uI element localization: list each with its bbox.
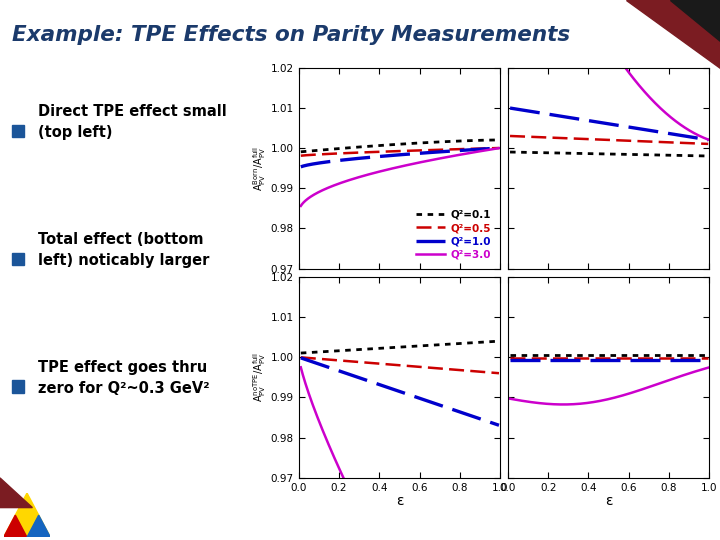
Text: Total effect (bottom
left) noticably larger: Total effect (bottom left) noticably lar… [38,232,210,268]
Y-axis label: $\mathregular{A_{PV}^{noTPE}/A_{PV}^{full}}$: $\mathregular{A_{PV}^{noTPE}/A_{PV}^{ful… [251,352,268,402]
X-axis label: ε: ε [395,494,403,508]
Polygon shape [626,0,720,68]
Bar [12,381,24,393]
Text: Direct TPE effect small
(top left): Direct TPE effect small (top left) [38,104,227,140]
Polygon shape [27,515,50,537]
Polygon shape [4,493,50,537]
Text: TPE effect goes thru
zero for Q²~0.3 GeV²: TPE effect goes thru zero for Q²~0.3 GeV… [38,360,210,396]
Text: 29: 29 [683,509,702,524]
X-axis label: ε: ε [605,494,613,508]
Bar [12,125,24,137]
Polygon shape [4,515,27,537]
Polygon shape [670,0,720,40]
Y-axis label: $\mathregular{A_{PV}^{Born}/A_{PV}^{full}}$: $\mathregular{A_{PV}^{Born}/A_{PV}^{full… [251,146,268,191]
Polygon shape [0,478,32,508]
Text: Example: TPE Effects on Parity Measurements: Example: TPE Effects on Parity Measureme… [12,25,570,45]
Legend: Q²=0.1, Q²=0.5, Q²=1.0, Q²=3.0: Q²=0.1, Q²=0.5, Q²=1.0, Q²=3.0 [412,206,495,264]
Bar [12,253,24,265]
